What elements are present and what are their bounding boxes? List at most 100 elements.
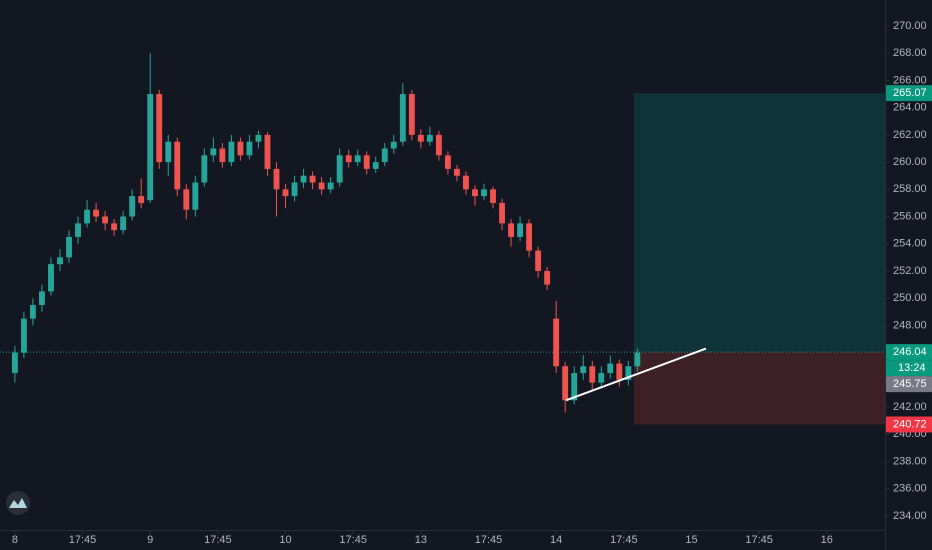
candle-body: [201, 155, 208, 183]
y-tick-label: 238.00: [893, 455, 927, 467]
candle-body: [589, 366, 596, 383]
x-tick-label: 8: [12, 534, 18, 546]
candle-body: [598, 373, 605, 383]
candle-body: [553, 318, 560, 367]
logo[interactable]: [6, 491, 30, 515]
candle-body: [535, 250, 542, 271]
candle-body: [84, 209, 90, 224]
candle-body: [354, 155, 361, 163]
candle-body: [165, 141, 172, 163]
candle-body: [336, 155, 343, 183]
candle-body: [120, 216, 127, 231]
x-tick-label: 10: [279, 534, 291, 546]
candle-body: [499, 202, 505, 224]
candle-body: [39, 291, 45, 306]
profit-zone: [633, 93, 885, 353]
candle-body: [192, 182, 199, 210]
candle-body: [102, 216, 109, 224]
y-tick-label: 236.00: [893, 483, 927, 495]
candle-body: [508, 223, 514, 237]
candle-body: [435, 134, 442, 156]
candle-body: [481, 189, 487, 197]
logo-circle[interactable]: [6, 491, 30, 515]
price-tag: [886, 376, 932, 393]
x-tick-label: 17:45: [339, 534, 367, 546]
candle-body: [408, 94, 415, 135]
y-tick-label: 234.00: [893, 510, 927, 522]
x-tick-label: 17:45: [69, 534, 97, 546]
price-tag: [886, 416, 932, 433]
candle-body: [571, 373, 578, 401]
candle-body: [616, 363, 623, 380]
candle-body: [454, 168, 460, 176]
candle-body: [562, 366, 569, 401]
x-tick-label: 9: [147, 534, 153, 546]
candle-body: [390, 141, 397, 149]
x-tick-label: 14: [550, 534, 562, 546]
candle-body: [138, 196, 145, 203]
candle-body: [20, 318, 27, 353]
candle-body: [291, 182, 298, 197]
candle-body: [264, 134, 271, 169]
price-tag-label: 240.72: [893, 418, 927, 430]
candle-body: [255, 134, 262, 142]
candle-body: [147, 94, 154, 201]
y-tick-label: 242.00: [893, 401, 927, 413]
candle-body: [228, 141, 235, 163]
candle-body: [381, 148, 388, 163]
candle-body: [75, 223, 81, 237]
y-tick-label: 258.00: [893, 183, 927, 195]
candle-body: [634, 352, 641, 367]
candle-body: [237, 141, 244, 156]
y-tick-label: 262.00: [893, 129, 927, 141]
y-tick-label: 252.00: [893, 265, 927, 277]
x-tick-label: 16: [821, 534, 833, 546]
y-tick-label: 254.00: [893, 238, 927, 250]
candle-body: [472, 189, 478, 197]
x-tick-label: 17:45: [610, 534, 638, 546]
countdown-tag: [886, 360, 932, 377]
candle-body: [417, 134, 424, 142]
y-tick-label: 268.00: [893, 47, 927, 59]
price-tag-label: 246.04: [893, 346, 927, 358]
candle-body: [48, 264, 54, 292]
logo-icon[interactable]: [9, 498, 27, 508]
candle-body: [345, 155, 352, 163]
y-tick-label: 250.00: [893, 292, 927, 304]
candle-body: [282, 189, 289, 197]
candle-body: [66, 236, 72, 258]
candle-body: [625, 366, 632, 380]
candle-body: [490, 189, 496, 203]
x-tick-label: 17:45: [475, 534, 503, 546]
candle-body: [363, 155, 370, 169]
candle-body: [544, 270, 551, 285]
candle-body: [219, 148, 226, 163]
candle-body: [273, 168, 280, 190]
price-tag: [886, 85, 932, 102]
y-tick-label: 270.00: [893, 20, 927, 32]
y-tick-label: 266.00: [893, 74, 927, 86]
candle-body: [580, 366, 587, 374]
candle-body: [607, 363, 614, 374]
candle-body: [526, 223, 533, 251]
candle-body: [93, 209, 100, 217]
y-tick-label: 256.00: [893, 210, 927, 222]
candle-body: [156, 94, 163, 163]
candle-body: [399, 94, 406, 142]
y-tick-label: 260.00: [893, 156, 927, 168]
y-tick-label: 248.00: [893, 319, 927, 331]
candle-body: [426, 134, 433, 142]
candle-body: [111, 223, 118, 231]
candle-body: [300, 175, 307, 183]
candle-body: [309, 175, 316, 183]
candle-body: [463, 175, 469, 190]
candle-body: [11, 352, 18, 374]
y-tick-label: 264.00: [893, 102, 927, 114]
candle-body: [246, 141, 253, 156]
price-tag: [886, 344, 932, 361]
countdown-label: 13:24: [898, 362, 926, 374]
price-tag-label: 245.75: [893, 378, 927, 390]
candle-body: [517, 223, 524, 237]
price-tag-label: 265.07: [893, 87, 927, 99]
